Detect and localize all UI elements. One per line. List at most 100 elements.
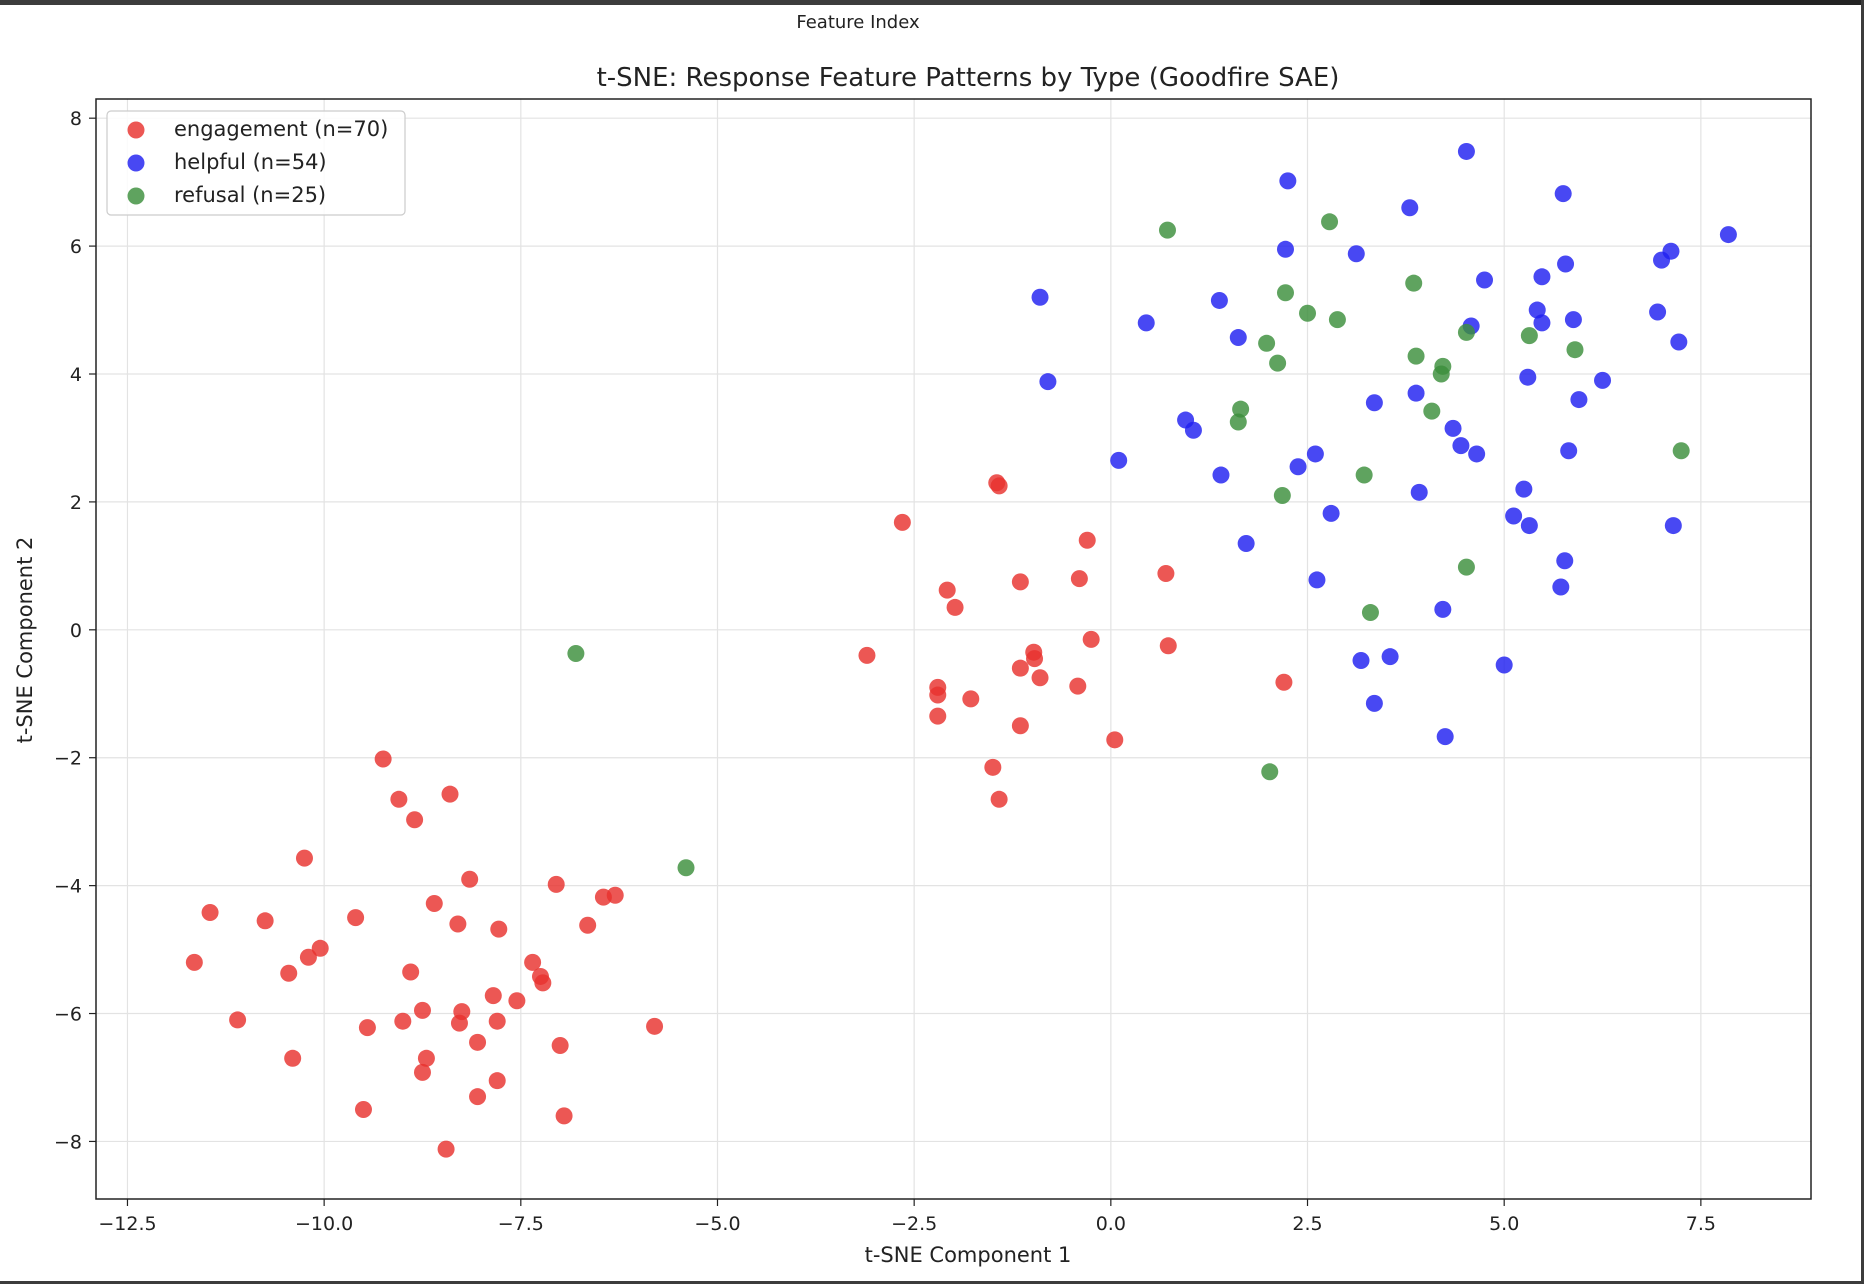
window-bottom-edge <box>0 1281 1864 1284</box>
data-point-engagement <box>490 920 508 938</box>
data-point-helpful <box>1560 442 1578 460</box>
data-point-helpful <box>1564 311 1582 329</box>
plot-area-border <box>95 98 1812 1200</box>
data-point-helpful <box>1039 373 1057 391</box>
data-point-refusal <box>1361 604 1379 622</box>
data-point-refusal <box>1423 402 1441 420</box>
data-point-refusal <box>1434 357 1452 375</box>
legend-box <box>106 110 406 216</box>
data-point-helpful <box>1649 303 1667 321</box>
data-point-refusal <box>1276 284 1294 302</box>
y-tick-label: 2 <box>70 492 82 514</box>
data-point-engagement <box>449 915 467 933</box>
chart-title: t-SNE: Response Feature Patterns by Type… <box>597 63 1340 93</box>
data-point-engagement <box>579 916 597 934</box>
data-point-engagement <box>1157 565 1175 583</box>
data-point-helpful <box>1444 419 1462 437</box>
data-point-engagement <box>534 974 552 992</box>
data-point-refusal <box>1407 347 1425 365</box>
data-point-helpful <box>1519 368 1537 386</box>
y-tick-label: 4 <box>70 364 82 386</box>
data-point-helpful <box>1556 552 1574 570</box>
data-point-engagement <box>1082 630 1100 648</box>
data-point-engagement <box>413 1063 431 1081</box>
data-point-helpful <box>1528 301 1546 319</box>
data-point-engagement <box>1070 570 1088 588</box>
x-tick-label: −7.5 <box>498 1213 544 1235</box>
data-point-helpful <box>1552 578 1570 596</box>
data-point-engagement <box>358 1019 376 1037</box>
data-point-helpful <box>1662 242 1680 260</box>
data-point-refusal <box>1328 311 1346 329</box>
data-point-helpful <box>1436 728 1454 746</box>
data-point-engagement <box>256 912 274 930</box>
data-point-engagement <box>1011 659 1029 677</box>
y-tick-label: 6 <box>70 236 82 258</box>
data-point-engagement <box>551 1037 569 1055</box>
data-point-refusal <box>677 859 695 877</box>
data-point-refusal <box>1232 400 1250 418</box>
data-point-engagement <box>402 963 420 981</box>
data-point-refusal <box>1355 466 1373 484</box>
data-point-engagement <box>508 992 526 1010</box>
data-point-engagement <box>929 707 947 725</box>
data-point-engagement <box>453 1003 471 1021</box>
data-point-helpful <box>1279 172 1297 190</box>
data-point-helpful <box>1410 483 1428 501</box>
data-point-helpful <box>1407 384 1425 402</box>
data-point-helpful <box>1289 458 1307 476</box>
data-point-engagement <box>229 1011 247 1029</box>
window-top-bar-segment <box>1420 0 1864 5</box>
data-point-engagement <box>929 686 947 704</box>
data-point-helpful <box>1664 517 1682 535</box>
data-point-helpful <box>1322 504 1340 522</box>
data-point-helpful <box>1137 314 1155 332</box>
data-point-engagement <box>555 1107 573 1125</box>
data-point-engagement <box>1078 531 1096 549</box>
data-point-engagement <box>962 690 980 708</box>
y-axis-label: t-SNE Component 2 <box>13 537 37 744</box>
data-point-helpful <box>1212 466 1230 484</box>
data-point-engagement <box>413 1001 431 1019</box>
data-point-engagement <box>547 875 565 893</box>
ticks-layer: −12.5 −10.0 −7.5 −5.0 −2.5 0.0 2.5 5.0 7.5 −8 −6 −4… <box>54 108 1716 1235</box>
data-point-helpful <box>1434 600 1452 618</box>
data-point-engagement <box>1011 573 1029 591</box>
data-point-refusal <box>1273 487 1291 505</box>
data-point-engagement <box>858 646 876 664</box>
data-point-engagement <box>280 964 298 982</box>
data-point-engagement <box>284 1049 302 1067</box>
data-point-engagement <box>461 870 479 888</box>
data-point-engagement <box>311 939 329 957</box>
data-point-refusal <box>1158 221 1176 239</box>
data-point-helpful <box>1570 391 1588 409</box>
data-point-helpful <box>1670 333 1688 351</box>
data-point-helpful <box>1365 394 1383 412</box>
data-point-refusal <box>1269 354 1287 372</box>
data-point-engagement <box>893 513 911 531</box>
legend-marker-helpful <box>127 154 145 172</box>
data-point-engagement <box>425 895 443 913</box>
data-point-refusal <box>567 644 585 662</box>
data-point-engagement <box>406 811 424 829</box>
data-point-refusal <box>1405 274 1423 292</box>
data-point-helpful <box>1557 255 1575 273</box>
legend-marker-engagement <box>127 121 145 139</box>
data-point-helpful <box>1237 534 1255 552</box>
data-point-engagement <box>469 1088 487 1106</box>
data-point-helpful <box>1495 656 1513 674</box>
y-tick-label: −6 <box>54 1004 82 1026</box>
data-point-refusal <box>1258 334 1276 352</box>
x-tick-label: 5.0 <box>1489 1213 1519 1235</box>
legend-label-engagement: engagement (n=70) <box>174 117 388 141</box>
data-point-helpful <box>1276 240 1294 258</box>
data-point-engagement <box>417 1049 435 1067</box>
y-tick-label: −8 <box>54 1131 82 1153</box>
points-layer <box>185 142 1737 1158</box>
data-point-engagement <box>437 1140 455 1158</box>
x-tick-label: −10.0 <box>295 1213 353 1235</box>
data-point-engagement <box>484 987 502 1005</box>
data-point-helpful <box>1381 648 1399 666</box>
data-point-engagement <box>1031 669 1049 687</box>
